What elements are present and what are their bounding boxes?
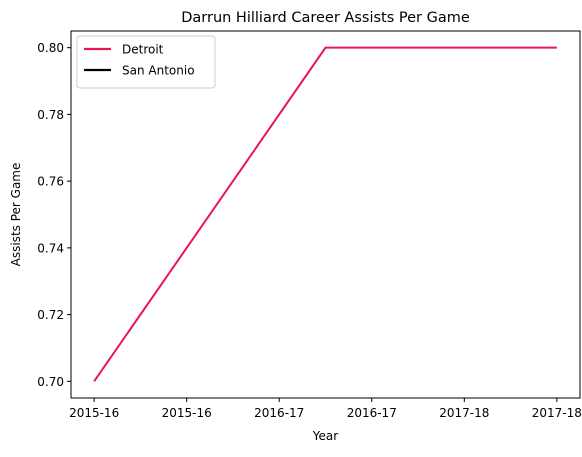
y-axis: 0.70 0.72 0.74 0.76 0.78 0.80 (37, 41, 71, 389)
y-tick-label: 0.70 (37, 375, 64, 389)
x-tick-label: 2015-16 (69, 406, 119, 420)
legend-label: San Antonio (122, 64, 195, 78)
chart-title: Darrun Hilliard Career Assists Per Game (181, 10, 470, 26)
y-tick-label: 0.76 (37, 175, 64, 189)
series-line-detroit (93, 46, 557, 382)
x-tick-label: 2017-18 (439, 406, 489, 420)
legend: Detroit San Antonio (76, 35, 216, 89)
x-tick-label: 2015-16 (162, 406, 212, 420)
y-tick-label: 0.78 (37, 108, 64, 122)
x-tick-label: 2016-17 (254, 406, 304, 420)
x-axis: 2015-16 2015-16 2016-17 2016-17 2017-18 2017-… (69, 398, 582, 420)
y-tick-label: 0.80 (37, 41, 64, 55)
y-tick-label: 0.74 (37, 241, 64, 255)
y-axis-label: Assists Per Game (9, 163, 23, 267)
y-tick-label: 0.72 (37, 308, 64, 322)
plot-area (70, 30, 581, 399)
legend-box (76, 35, 216, 89)
series-layer (93, 46, 557, 382)
x-axis-label: Year (312, 429, 338, 443)
x-tick-label: 2016-17 (347, 406, 397, 420)
legend-label: Detroit (122, 43, 164, 57)
x-tick-label: 2017-18 (532, 406, 582, 420)
